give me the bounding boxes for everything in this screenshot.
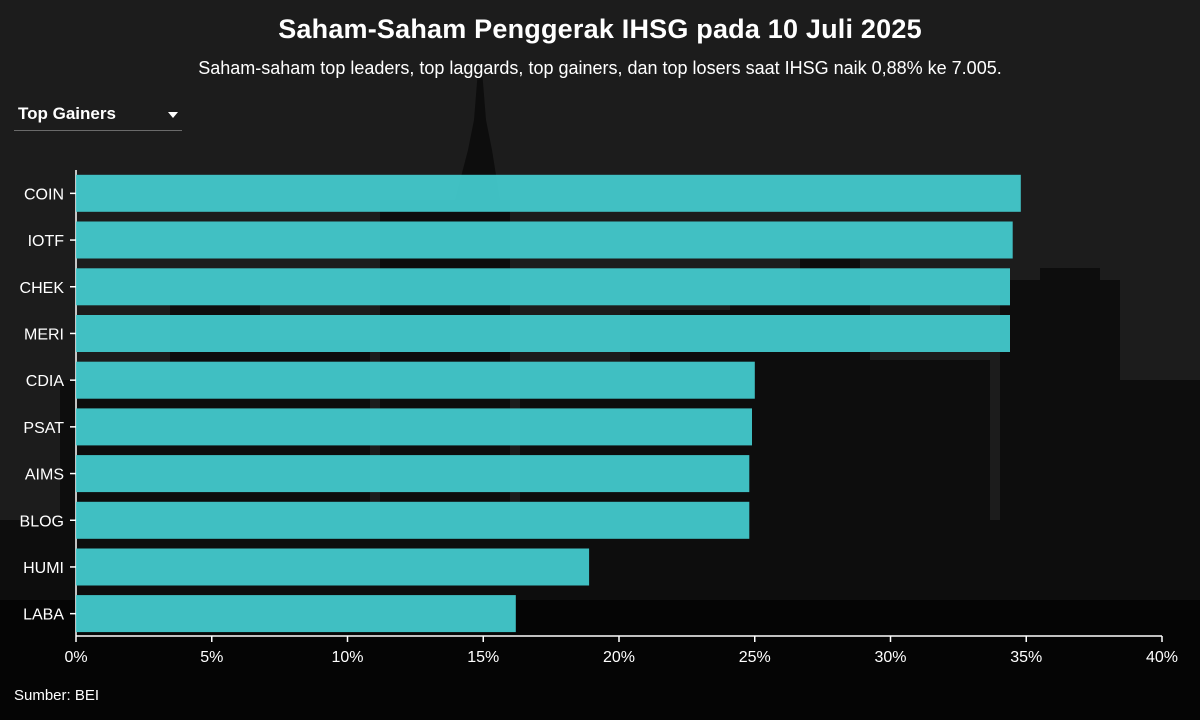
category-dropdown[interactable]: Top Gainers	[14, 100, 182, 131]
y-tick-label: COIN	[24, 186, 64, 203]
source-note: Sumber: BEI	[14, 687, 100, 704]
x-tick-label: 20%	[603, 649, 635, 666]
bar-laba	[76, 595, 516, 633]
y-tick-label: IOTF	[28, 233, 65, 250]
bar-humi	[76, 548, 590, 586]
x-tick-label: 15%	[467, 649, 499, 666]
x-tick-label: 35%	[1010, 649, 1042, 666]
x-tick-label: 40%	[1146, 649, 1178, 666]
y-tick-label: CHEK	[20, 280, 65, 297]
bar-cdia	[76, 361, 755, 399]
bar-meri	[76, 315, 1010, 352]
y-tick-label: HUMI	[23, 560, 64, 577]
dropdown-selected-label: Top Gainers	[18, 104, 116, 123]
bar-blog	[76, 501, 750, 539]
y-tick-label: CDIA	[26, 373, 65, 390]
y-tick-label: AIMS	[25, 467, 64, 484]
y-tick-label: LABA	[23, 607, 64, 624]
y-tick-label: MERI	[24, 326, 64, 343]
bar-chek	[76, 268, 1010, 306]
chevron-down-icon	[168, 112, 178, 118]
x-tick-label: 25%	[739, 649, 771, 666]
x-tick-label: 30%	[874, 649, 906, 666]
bar-coin	[76, 174, 1021, 212]
bar-psat	[76, 408, 752, 446]
y-tick-label: PSAT	[23, 420, 64, 437]
bar-iotf	[76, 221, 1013, 259]
chart-title: Saham-Saham Penggerak IHSG pada 10 Juli …	[278, 14, 922, 44]
x-tick-label: 10%	[331, 649, 363, 666]
y-tick-label: BLOG	[20, 513, 64, 530]
chart-subtitle: Saham-saham top leaders, top laggards, t…	[198, 58, 1002, 78]
bar-aims	[76, 455, 750, 493]
x-tick-label: 5%	[200, 649, 223, 666]
x-tick-label: 0%	[64, 649, 87, 666]
